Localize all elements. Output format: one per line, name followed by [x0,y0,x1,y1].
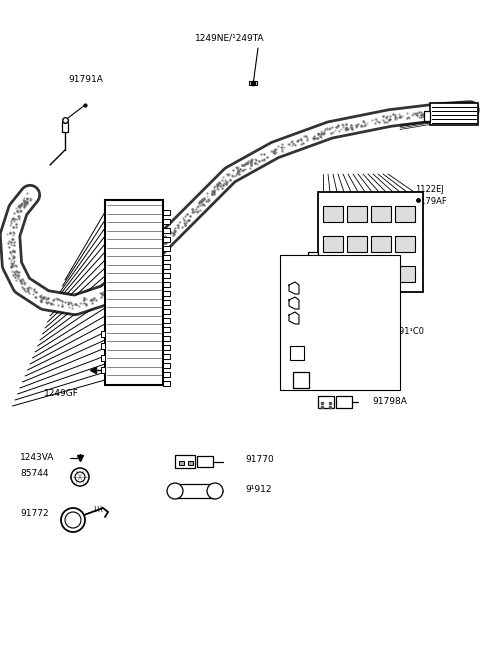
Bar [163,255,170,260]
Bar [336,396,352,408]
Bar [318,396,334,408]
Polygon shape [289,282,299,294]
Circle shape [61,508,85,532]
Bar [163,381,170,386]
Bar [163,210,170,215]
Bar [197,456,213,467]
Bar [163,363,170,368]
Text: 1243VA: 1243VA [20,453,54,463]
Bar [163,327,170,332]
Bar [163,372,170,377]
Bar [290,346,304,360]
Bar [163,282,170,287]
Circle shape [65,512,81,528]
Bar [318,192,423,292]
Bar [323,206,343,222]
Bar [424,111,430,121]
Bar [395,266,415,282]
Circle shape [167,483,183,499]
Bar [175,484,215,498]
Text: 91835A: 91835A [340,348,372,357]
Bar [249,81,257,85]
Text: 918°OC: 918°OC [340,327,372,336]
Text: 1122EJ: 1122EJ [415,185,444,194]
Text: 91791A: 91791A [68,76,103,85]
Text: 1249NE/¹249TA: 1249NE/¹249TA [195,34,264,43]
Bar [101,343,105,349]
Circle shape [71,468,89,486]
Bar [280,255,400,390]
Bar [347,266,367,282]
Bar [163,309,170,314]
Bar [163,237,170,242]
Text: 91798A: 91798A [372,397,407,407]
Text: — 91¹C0: — 91¹C0 [388,327,424,336]
Circle shape [75,472,85,482]
Bar [163,345,170,350]
Bar [163,228,170,233]
Bar [163,219,170,224]
Bar [308,252,318,282]
Text: 91791A: 91791A [340,267,372,277]
Bar [395,236,415,252]
Bar [163,318,170,323]
Bar [101,367,105,373]
Bar [188,461,193,465]
Polygon shape [289,297,299,309]
Text: 91835A: 91835A [340,298,372,307]
Text: 9¹912: 9¹912 [245,486,272,495]
Bar [175,455,195,468]
Text: 1179AF: 1179AF [415,196,447,206]
Bar [323,236,343,252]
Bar [371,266,391,282]
Bar [101,331,105,337]
Bar [430,103,478,125]
Text: 91770: 91770 [245,455,274,464]
Bar [163,300,170,305]
Text: 91835A: 91835A [340,283,372,292]
Bar [163,354,170,359]
Bar [163,336,170,341]
Bar [105,200,163,385]
Bar [323,266,343,282]
Text: 1249GF: 1249GF [44,388,79,397]
Bar [347,206,367,222]
Bar [163,273,170,278]
Text: 85744: 85744 [20,470,48,478]
Bar [62,122,68,132]
Circle shape [207,483,223,499]
Bar [179,461,184,465]
Bar [371,236,391,252]
Bar [371,206,391,222]
Bar [163,246,170,251]
Text: 91772: 91772 [20,509,48,518]
Bar [101,355,105,361]
Bar [163,264,170,269]
Bar [163,291,170,296]
Polygon shape [289,312,299,324]
Text: 91835A: 91835A [340,373,372,382]
Bar [293,372,309,388]
Bar [347,236,367,252]
Text: 91835A: 91835A [340,313,372,321]
Bar [395,206,415,222]
